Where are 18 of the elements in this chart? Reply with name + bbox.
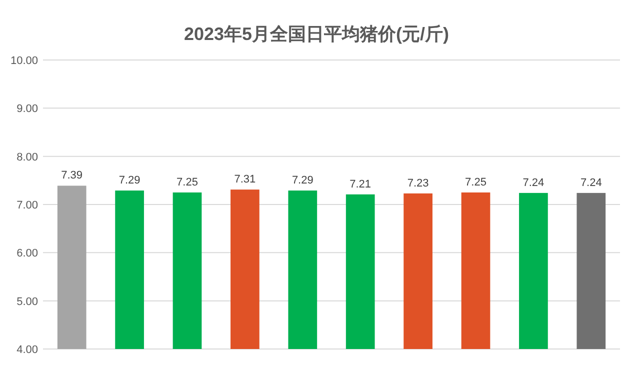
y-tick-label: 4.00 bbox=[16, 344, 38, 356]
data-label: 7.31 bbox=[234, 174, 256, 186]
y-tick-label: 6.00 bbox=[16, 248, 38, 260]
data-label: 7.21 bbox=[350, 178, 372, 190]
y-tick-label: 5.00 bbox=[16, 296, 38, 308]
data-label: 7.25 bbox=[465, 176, 486, 188]
data-label: 7.39 bbox=[61, 170, 83, 182]
data-label: 7.23 bbox=[407, 177, 429, 190]
data-label: 7.29 bbox=[118, 174, 140, 187]
data-label: 7.24 bbox=[522, 176, 544, 189]
chart-title: 2023年5月全国日平均猪价(元/斤) bbox=[184, 24, 450, 44]
y-tick-label: 10.00 bbox=[10, 55, 38, 67]
y-tick-label: 8.00 bbox=[16, 151, 38, 164]
data-label: 7.25 bbox=[176, 176, 198, 188]
data-label: 7.24 bbox=[580, 176, 602, 189]
data-label: 7.29 bbox=[292, 174, 314, 187]
y-tick-label: 9.00 bbox=[16, 103, 38, 116]
y-tick-label: 7.00 bbox=[16, 200, 38, 212]
